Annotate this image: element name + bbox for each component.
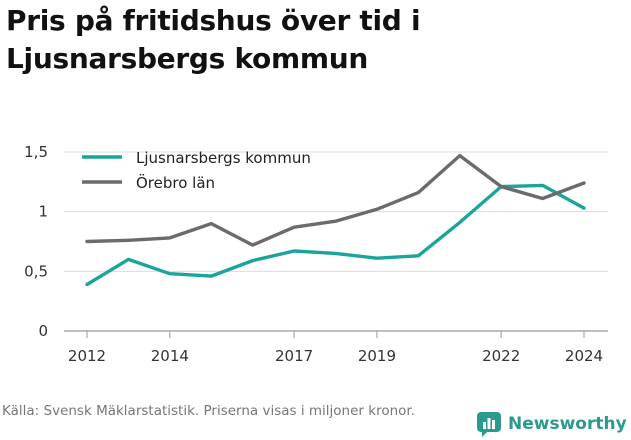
legend: Ljusnarsbergs kommun Örebro län bbox=[82, 149, 311, 192]
x-axis: 2012 2014 2017 2019 2022 2024 bbox=[68, 331, 603, 365]
line-chart: 2012 2014 2017 2019 2022 2024 0 0,5 1 1,5 Ljusna… bbox=[24, 143, 608, 365]
x-tick-label: 2022 bbox=[482, 347, 520, 365]
series-lines bbox=[85, 153, 586, 287]
y-tick-label: 0 bbox=[38, 322, 48, 340]
y-tick-label: 1,5 bbox=[24, 143, 48, 161]
x-tick-label: 2014 bbox=[151, 347, 189, 365]
series-line bbox=[85, 183, 586, 287]
chart-title: Pris på fritidshus över tid i Ljusnarsbe… bbox=[6, 4, 421, 75]
brand-name: Newsworthy bbox=[508, 414, 627, 434]
source-note: Källa: Svensk Mäklarstatistik. Priserna … bbox=[2, 403, 416, 419]
x-tick-label: 2017 bbox=[275, 347, 313, 365]
y-tick-label: 1 bbox=[38, 203, 48, 221]
legend-label: Ljusnarsbergs kommun bbox=[136, 149, 311, 167]
y-tick-label: 0,5 bbox=[24, 262, 48, 280]
grid-lines bbox=[64, 151, 608, 332]
x-tick-label: 2024 bbox=[565, 347, 603, 365]
legend-label: Örebro län bbox=[136, 173, 215, 192]
x-tick-label: 2012 bbox=[68, 347, 106, 365]
newsworthy-logo-icon bbox=[477, 412, 501, 437]
brand-logo[interactable]: Newsworthy bbox=[476, 408, 627, 440]
y-axis: 0 0,5 1 1,5 bbox=[24, 143, 48, 340]
x-tick-label: 2019 bbox=[358, 347, 396, 365]
series-line bbox=[85, 153, 586, 247]
